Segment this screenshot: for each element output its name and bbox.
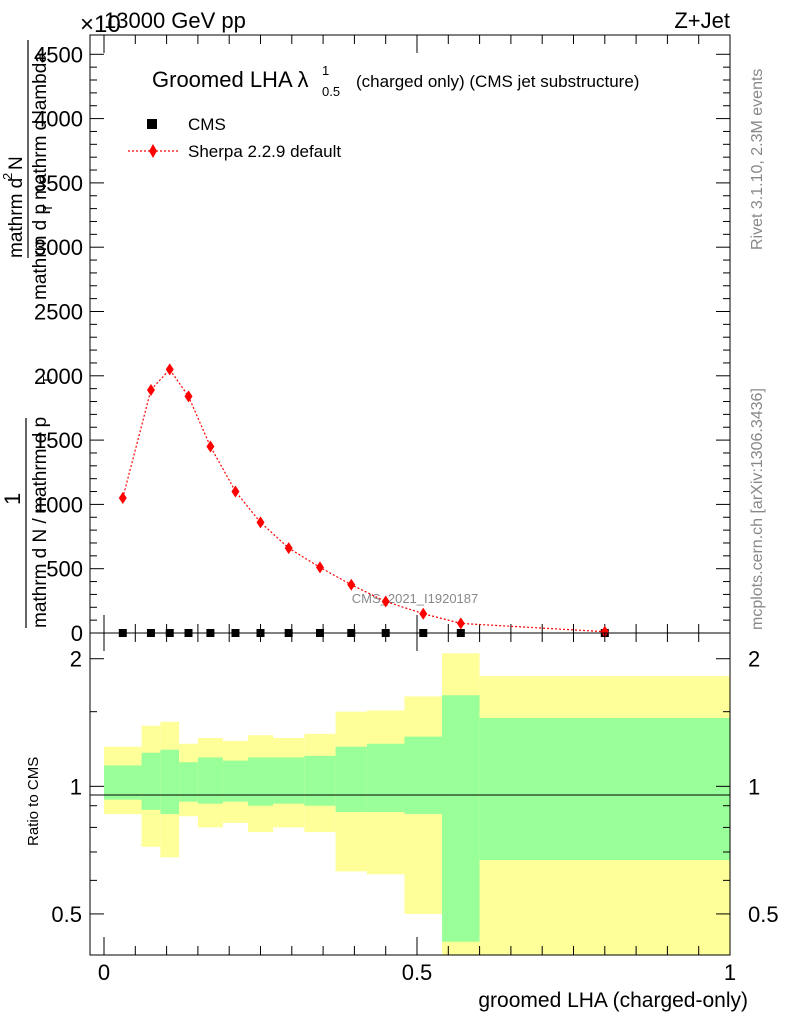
legend-cms-marker xyxy=(147,119,157,129)
rivet-label: Rivet 3.1.10, 2.3M events xyxy=(749,69,766,250)
ylabel-prefix-num: 1 xyxy=(0,493,25,505)
ylabel-num: mathrm d xyxy=(6,178,27,258)
ratio-plot-frame xyxy=(89,632,731,956)
analysis-watermark: CMS_2021_I1920187 xyxy=(352,591,479,606)
ylabel-den: mathrm d p xyxy=(30,204,51,300)
legend-sherpa-label: Sherpa 2.2.9 default xyxy=(188,142,341,161)
ratio-band-inner xyxy=(479,717,730,861)
main-ytick-label: 1000 xyxy=(34,492,83,517)
sherpa-point xyxy=(315,561,324,574)
ratio-band-inner xyxy=(141,752,161,810)
main-title-sub: 0.5 xyxy=(322,84,340,99)
sherpa-point xyxy=(600,625,609,638)
ratio-xtick-label: 1 xyxy=(724,960,736,985)
ylabel-prefix-den: mathrm d N / mathrm d p xyxy=(30,417,51,628)
ratio-band-inner xyxy=(335,746,367,812)
main-ytick-label: 500 xyxy=(46,557,83,582)
ylabel-prefix-den-sub: T xyxy=(40,376,55,384)
main-title-tail: (charged only) (CMS jet substructure) xyxy=(356,72,639,91)
exponent-label: ×10 xyxy=(80,11,121,38)
ylabel-den-sub: T xyxy=(40,204,55,212)
legend-cms-label: CMS xyxy=(188,115,226,134)
ratio-band-inner xyxy=(442,695,480,942)
ratio-xlabel: groomed LHA (charged-only) xyxy=(478,989,748,1012)
sherpa-point xyxy=(165,363,174,376)
sherpa-point xyxy=(419,607,428,620)
ratio-band-inner xyxy=(160,749,180,815)
ylabel-num-end: N xyxy=(6,156,27,170)
ratio-band-inner xyxy=(404,736,443,815)
ratio-xtick-label: 0.5 xyxy=(402,960,433,985)
main-ytick-label: 2000 xyxy=(34,364,83,389)
main-axes: 0 500 1000 1500 2000 2500 3000 3500 4000 4500 xyxy=(34,35,731,646)
ratio-ylabel: Ratio to CMS xyxy=(25,757,42,846)
ratio-band-inner xyxy=(222,760,248,802)
ratio-ytick-label: 0.5 xyxy=(51,902,82,927)
main-ytick-label: 0 xyxy=(71,621,83,646)
ratio-ytick-label: 2 xyxy=(70,647,82,672)
ratio-band-inner xyxy=(304,755,336,806)
ratio-axes: 0.5 0.5 1 1 2 2 0 0.5 1 xyxy=(51,633,779,985)
sherpa-point xyxy=(118,491,127,504)
sherpa-point xyxy=(184,390,193,403)
main-ytick-label: 1500 xyxy=(34,428,83,453)
sherpa-point xyxy=(381,595,390,608)
ratio-ytick-label-right: 2 xyxy=(748,647,760,672)
ratio-band-inner xyxy=(104,765,142,800)
ratio-band-inner xyxy=(366,743,405,812)
main-ytick-label: 2500 xyxy=(34,299,83,324)
sherpa-point xyxy=(347,578,356,591)
main-ytick-label: 3500 xyxy=(34,171,83,196)
energy-label: 13000 GeV pp xyxy=(104,8,246,33)
sherpa-line xyxy=(122,368,605,633)
sherpa-point xyxy=(146,383,155,396)
main-ylabel: 1 mathrm d N / mathrm d p T mathrm d 2 N… xyxy=(0,40,55,628)
ratio-ytick-label: 1 xyxy=(70,774,82,799)
ratio-ytick-label-right: 1 xyxy=(748,774,760,799)
ratio-band-inner xyxy=(247,757,274,806)
ratio-xtick-label: 0 xyxy=(98,960,110,985)
sherpa-point xyxy=(231,485,240,498)
sherpa-point xyxy=(256,516,265,529)
ratio-band-inner xyxy=(197,757,223,804)
legend-sherpa-marker xyxy=(149,144,157,158)
main-title: Groomed LHA λ 1 0.5 (charged only) (CMS … xyxy=(152,63,639,99)
main-title-sup: 1 xyxy=(322,63,329,78)
main-ytick-label: 4500 xyxy=(34,42,83,67)
legend: CMS Sherpa 2.2.9 default xyxy=(128,115,341,161)
ylabel-num-sup: 2 xyxy=(0,173,15,180)
main-title-text: Groomed LHA λ xyxy=(152,67,309,92)
ratio-band-inner xyxy=(179,762,198,802)
main-ytick-label: 3000 xyxy=(34,235,83,260)
ratio-ytick-label-right: 0.5 xyxy=(748,902,779,927)
ratio-bands xyxy=(104,653,730,955)
main-plot-frame xyxy=(89,34,731,634)
mcplots-label: mcplots.cern.ch [arXiv:1306.3436] xyxy=(749,388,766,630)
ylabel-den-end: mathrm d lambda xyxy=(30,52,51,200)
ratio-band-inner xyxy=(273,757,305,804)
sherpa-point xyxy=(284,542,293,555)
main-ytick-label: 4000 xyxy=(34,107,83,132)
sherpa-point xyxy=(206,440,215,453)
process-label: Z+Jet xyxy=(674,8,730,33)
sherpa-point xyxy=(456,617,465,630)
